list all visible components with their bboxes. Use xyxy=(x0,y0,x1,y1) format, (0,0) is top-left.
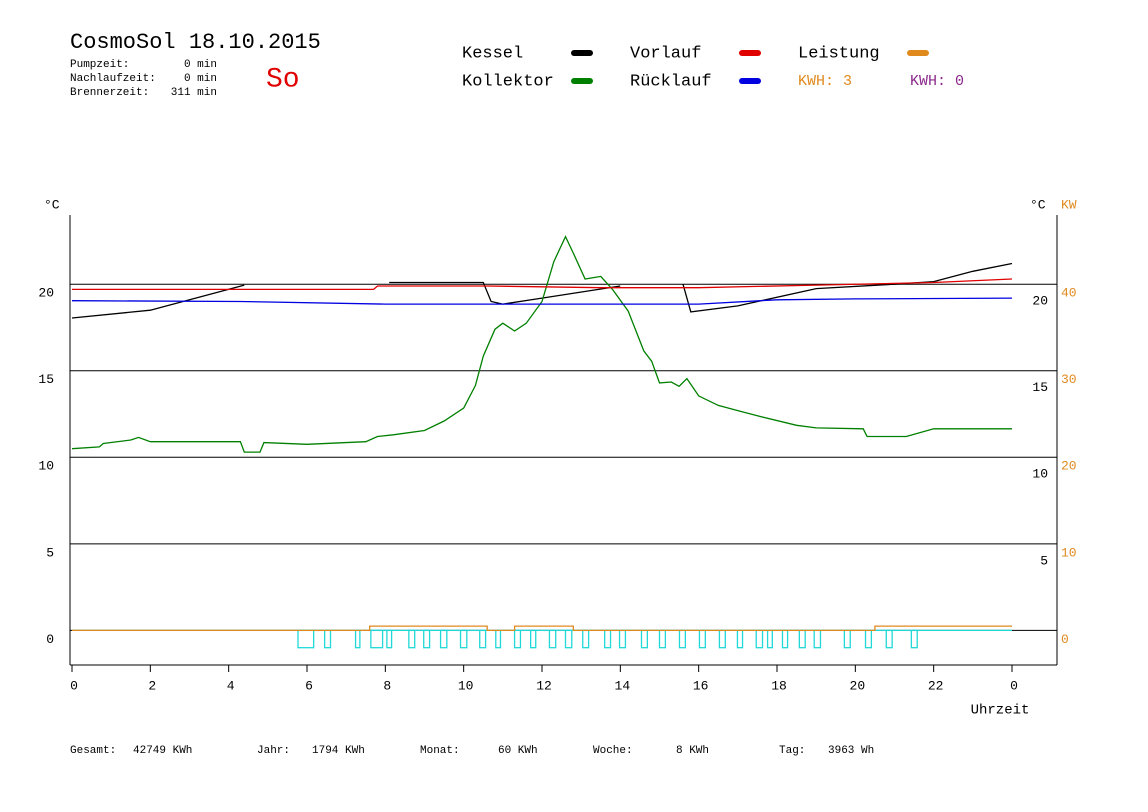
x-tick-label: 10 xyxy=(458,678,474,693)
y2-tick-label: 30 xyxy=(1061,372,1077,387)
pump-pulse xyxy=(843,629,851,649)
info-value: 0 min xyxy=(184,73,217,85)
pump-pulse xyxy=(459,629,468,649)
pump-pulse xyxy=(548,629,557,649)
y-axis-label-right: °C xyxy=(1030,197,1046,212)
legend-kwh: KWH: 0 xyxy=(910,73,964,90)
y-tick-label-right: 20 xyxy=(1032,294,1048,309)
pump-pulse xyxy=(618,629,627,649)
series-line xyxy=(72,625,1012,632)
legend-label: Leistung xyxy=(798,44,880,63)
pump-pulse xyxy=(529,629,537,649)
x-tick-label: 4 xyxy=(227,678,235,693)
legend-label: Rücklauf xyxy=(630,72,712,91)
series-line xyxy=(71,262,1013,319)
footer-label: Tag: xyxy=(779,745,805,757)
footer-value: 42749 KWh xyxy=(133,745,192,757)
x-tick-label: 0 xyxy=(70,678,78,693)
x-tick-label: 8 xyxy=(383,678,391,693)
y2-axis-label: KW xyxy=(1061,197,1077,212)
y2-tick-label: 20 xyxy=(1061,459,1077,474)
pump-pulse xyxy=(813,629,822,649)
pump-pulse xyxy=(386,629,393,649)
x-axis-label: Uhrzeit xyxy=(971,703,1030,719)
x-tick-label: 18 xyxy=(771,678,787,693)
y-tick-label: 0 xyxy=(46,632,54,647)
pump-pulse xyxy=(678,629,686,649)
y-tick-label: 10 xyxy=(38,459,54,474)
footer-label: Woche: xyxy=(593,745,633,757)
y-tick-label-right: 10 xyxy=(1032,467,1048,482)
pump-pulse xyxy=(781,629,789,649)
legend-label: Kollektor xyxy=(462,72,554,91)
series-line xyxy=(71,235,1012,453)
footer-value: 8 KWh xyxy=(676,745,709,757)
x-tick-label: 20 xyxy=(850,678,866,693)
pump-pulse xyxy=(640,629,649,649)
y-axis-label: °C xyxy=(44,197,60,212)
series-line xyxy=(71,297,1013,305)
pump-pulse xyxy=(798,629,806,649)
pump-pulse xyxy=(513,629,522,649)
pump-pulse xyxy=(439,629,448,649)
footer-value: 3963 Wh xyxy=(828,745,874,757)
x-tick-label: 0 xyxy=(1010,678,1018,693)
pump-pulse xyxy=(658,629,667,649)
pump-pulse xyxy=(423,629,431,649)
info-label: Brennerzeit: xyxy=(70,87,149,99)
pump-pulse xyxy=(564,629,573,649)
info-value: 0 min xyxy=(184,59,217,71)
pump-pulse xyxy=(766,629,773,649)
x-tick-label: 14 xyxy=(615,678,631,693)
legend-kwh: KWH: 3 xyxy=(798,73,852,90)
x-tick-label: 12 xyxy=(536,678,552,693)
pump-pulse xyxy=(479,629,487,649)
footer-label: Monat: xyxy=(420,745,460,757)
info-label: Pumpzeit: xyxy=(70,59,129,71)
info-value: 311 min xyxy=(171,87,217,99)
pump-pulse xyxy=(582,629,590,649)
info-label: Nachlaufzeit: xyxy=(70,73,156,85)
x-tick-label: 22 xyxy=(928,678,944,693)
pump-pulse xyxy=(736,629,744,649)
y2-tick-label: 40 xyxy=(1061,286,1077,301)
y2-tick-label: 10 xyxy=(1061,545,1077,560)
series-line xyxy=(72,278,1013,291)
pump-pulse xyxy=(495,629,502,649)
chart-title: CosmoSol 18.10.2015 xyxy=(70,30,321,55)
y-tick-label: 15 xyxy=(38,372,54,387)
y-tick-label: 20 xyxy=(38,286,54,301)
x-tick-label: 2 xyxy=(148,678,156,693)
legend-label: Kessel xyxy=(462,44,523,63)
footer-label: Gesamt: xyxy=(70,745,116,757)
pump-pulse xyxy=(370,629,384,649)
y-tick-label: 5 xyxy=(46,545,54,560)
pump-pulse xyxy=(885,629,893,649)
y-tick-label-right: 15 xyxy=(1032,380,1048,395)
pump-pulse xyxy=(297,629,315,649)
pump-pulse xyxy=(323,629,332,649)
footer-label: Jahr: xyxy=(257,745,290,757)
pump-pulse xyxy=(408,629,416,649)
x-tick-label: 16 xyxy=(693,678,709,693)
pump-pulse xyxy=(755,629,764,649)
legend-label: Vorlauf xyxy=(630,44,701,63)
pump-pulse xyxy=(604,629,612,649)
x-tick-label: 6 xyxy=(305,678,313,693)
y2-tick-label: 0 xyxy=(1061,632,1069,647)
pump-pulse xyxy=(718,629,726,649)
pump-pulse xyxy=(910,629,918,649)
y-tick-label-right: 5 xyxy=(1040,553,1048,568)
pump-pulse xyxy=(354,629,361,649)
day-label: So xyxy=(266,64,300,95)
footer-value: 60 KWh xyxy=(498,745,538,757)
footer-value: 1794 KWh xyxy=(312,745,365,757)
pump-pulse xyxy=(864,629,873,649)
pump-pulse xyxy=(698,629,706,649)
